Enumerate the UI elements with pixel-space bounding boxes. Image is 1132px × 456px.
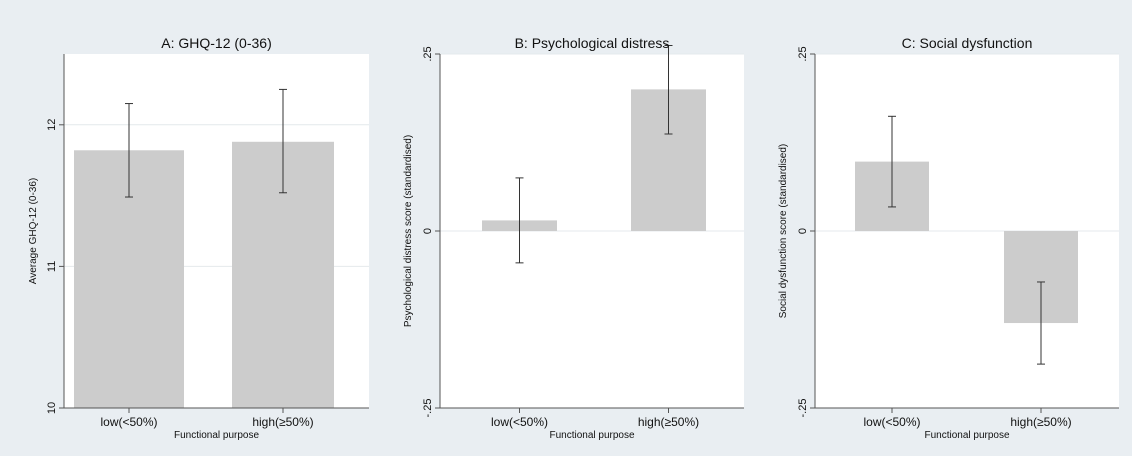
y-tick-label: 10 (46, 402, 58, 414)
error-bar-low (125, 103, 133, 198)
error-bar-high (1037, 281, 1045, 365)
x-axis-label: Functional purpose (174, 430, 259, 441)
error-bar-low (515, 177, 524, 264)
y-tick-label: .25 (422, 46, 434, 61)
error-bar-high (664, 45, 673, 135)
panel-2: -.25 0 .25 low(<50%) high(≥50%) Functional pu… (403, 35, 744, 441)
y-tick-label: -.25 (797, 399, 809, 418)
y-axis-label: Psychological distress score (standardis… (403, 135, 414, 327)
panel-3: -.25 0 .25 low(<50%) high(≥50%)Functional pu… (778, 35, 1119, 441)
x-axis-label: Functional purpose (549, 430, 634, 441)
y-tick-label: 12 (46, 119, 58, 131)
y-tick-label: 11 (46, 261, 58, 272)
x-tick-label: low(<50%) (863, 415, 920, 429)
error-bar-low (888, 115, 896, 208)
x-tick-label: low(<50%) (491, 415, 548, 429)
x-tick-label: low(<50%) (100, 415, 157, 429)
y-tick-label: .25 (797, 46, 809, 61)
panel-1: 10 11 12 low(<50%) high(≥50%)Functional purp… (28, 35, 369, 441)
chart-title: B: Psychological distress (515, 35, 670, 51)
x-tick-label: high(≥50%) (638, 415, 699, 429)
chart-title: C: Social dysfunction (902, 35, 1033, 51)
y-axis-label: Average GHQ-12 (0-36) (28, 178, 39, 285)
y-tick-label: -.25 (422, 399, 434, 418)
error-bar-high (279, 88, 287, 194)
x-tick-label: high(≥50%) (252, 415, 313, 429)
x-axis-label: Functional purpose (924, 430, 1009, 441)
x-tick-label: high(≥50%) (1010, 415, 1071, 429)
chart-title: A: GHQ-12 (0-36) (161, 35, 271, 51)
y-tick-label: 0 (797, 228, 809, 234)
y-axis-label: Social dysfunction score (standardised) (778, 144, 789, 319)
y-tick-label: 0 (422, 228, 434, 234)
